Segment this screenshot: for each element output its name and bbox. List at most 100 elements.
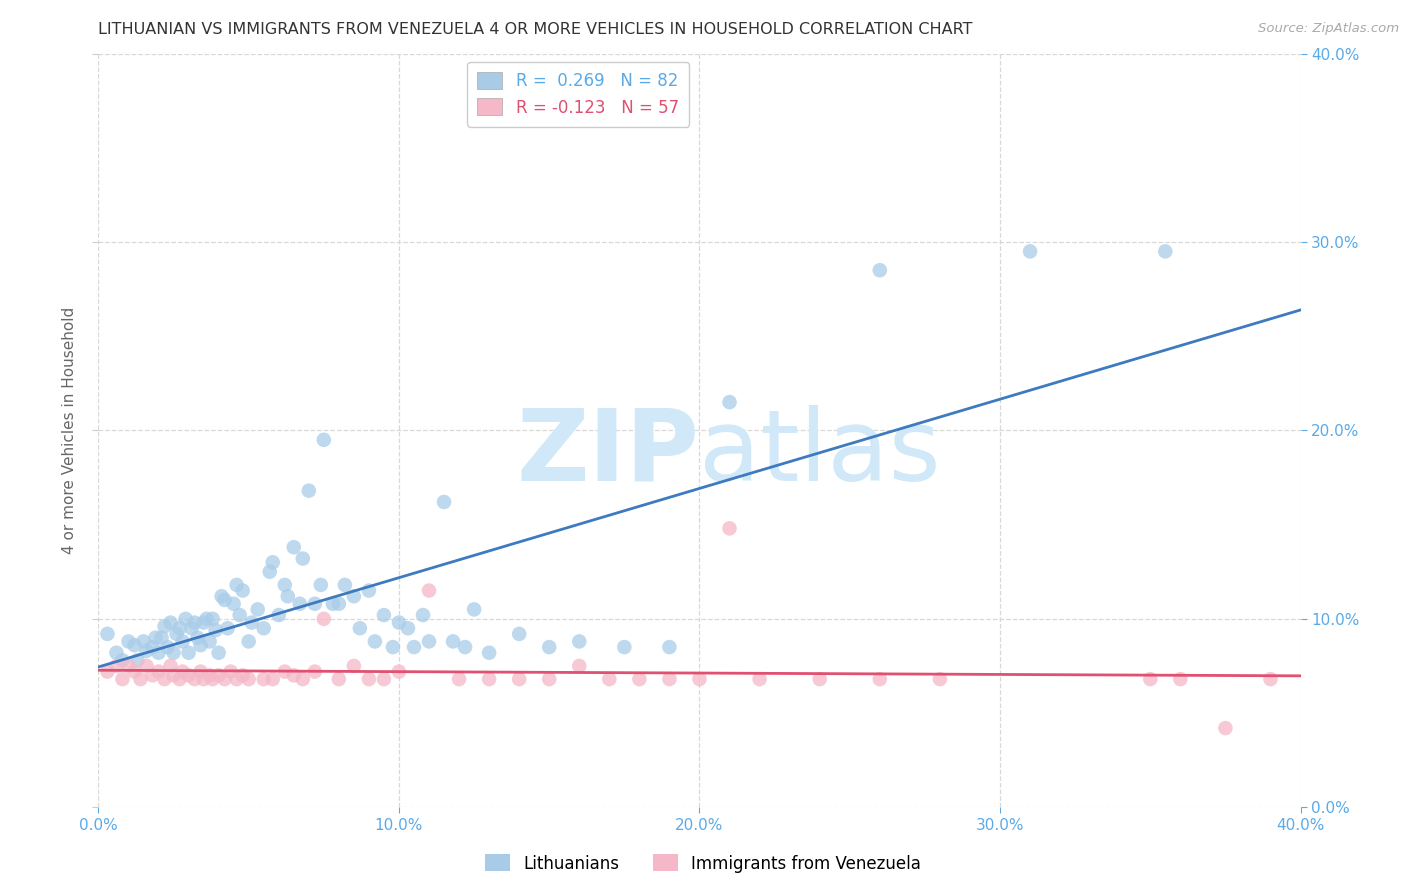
Point: [628, 672, 651, 686]
Point: [183, 672, 205, 686]
Point: [364, 634, 387, 648]
Point: [246, 602, 269, 616]
Point: [1215, 721, 1237, 735]
Point: [312, 612, 335, 626]
Point: [568, 634, 591, 648]
Point: [148, 646, 170, 660]
Point: [312, 433, 335, 447]
Point: [538, 672, 561, 686]
Point: [232, 583, 254, 598]
Point: [298, 483, 321, 498]
Point: [1019, 244, 1042, 259]
Point: [96, 665, 118, 679]
Point: [718, 395, 741, 409]
Point: [277, 589, 299, 603]
Point: [129, 672, 152, 686]
Point: [111, 672, 134, 686]
Point: [454, 640, 477, 654]
Point: [156, 640, 179, 654]
Point: [309, 578, 332, 592]
Point: [598, 672, 620, 686]
Point: [373, 608, 395, 623]
Point: [238, 672, 260, 686]
Y-axis label: 4 or more Vehicles in Household: 4 or more Vehicles in Household: [62, 307, 77, 554]
Point: [267, 608, 290, 623]
Point: [225, 578, 247, 592]
Point: [328, 597, 350, 611]
Point: [153, 619, 176, 633]
Point: [253, 672, 276, 686]
Point: [808, 672, 831, 686]
Point: [193, 615, 215, 630]
Point: [225, 672, 247, 686]
Point: [214, 672, 236, 686]
Point: [357, 672, 380, 686]
Point: [153, 672, 176, 686]
Point: [187, 631, 209, 645]
Point: [214, 593, 236, 607]
Point: [283, 540, 305, 554]
Point: [388, 615, 411, 630]
Point: [228, 608, 250, 623]
Point: [190, 665, 212, 679]
Point: [190, 638, 212, 652]
Point: [177, 668, 200, 682]
Point: [132, 634, 155, 648]
Point: [447, 672, 470, 686]
Point: [177, 646, 200, 660]
Text: ZIP: ZIP: [516, 404, 700, 501]
Point: [343, 659, 366, 673]
Point: [274, 578, 297, 592]
Point: [193, 672, 215, 686]
Text: Source: ZipAtlas.com: Source: ZipAtlas.com: [1258, 22, 1399, 36]
Point: [333, 578, 356, 592]
Point: [166, 627, 188, 641]
Point: [322, 597, 344, 611]
Point: [135, 644, 157, 658]
Point: [180, 621, 202, 635]
Point: [117, 659, 139, 673]
Point: [183, 615, 205, 630]
Point: [105, 646, 128, 660]
Point: [124, 665, 146, 679]
Point: [274, 665, 297, 679]
Legend: Lithuanians, Immigrants from Venezuela: Lithuanians, Immigrants from Venezuela: [478, 847, 928, 880]
Point: [478, 646, 501, 660]
Point: [508, 627, 530, 641]
Point: [141, 668, 163, 682]
Point: [349, 621, 371, 635]
Point: [1154, 244, 1177, 259]
Point: [198, 634, 221, 648]
Point: [111, 653, 134, 667]
Point: [105, 659, 128, 673]
Text: LITHUANIAN VS IMMIGRANTS FROM VENEZUELA 4 OR MORE VEHICLES IN HOUSEHOLD CORRELAT: LITHUANIAN VS IMMIGRANTS FROM VENEZUELA …: [98, 22, 973, 37]
Point: [172, 634, 194, 648]
Point: [96, 627, 118, 641]
Point: [418, 583, 440, 598]
Point: [169, 672, 191, 686]
Point: [418, 634, 440, 648]
Point: [159, 615, 181, 630]
Point: [217, 621, 239, 635]
Point: [869, 263, 891, 277]
Point: [463, 602, 485, 616]
Point: [169, 621, 191, 635]
Point: [208, 668, 231, 682]
Point: [1260, 672, 1282, 686]
Point: [162, 646, 184, 660]
Text: atlas: atlas: [700, 404, 941, 501]
Point: [658, 672, 681, 686]
Point: [402, 640, 425, 654]
Point: [159, 659, 181, 673]
Point: [568, 659, 591, 673]
Point: [204, 623, 226, 637]
Point: [172, 665, 194, 679]
Point: [396, 621, 419, 635]
Point: [222, 597, 245, 611]
Point: [232, 668, 254, 682]
Point: [689, 672, 711, 686]
Point: [304, 665, 326, 679]
Point: [127, 653, 149, 667]
Point: [328, 672, 350, 686]
Point: [412, 608, 434, 623]
